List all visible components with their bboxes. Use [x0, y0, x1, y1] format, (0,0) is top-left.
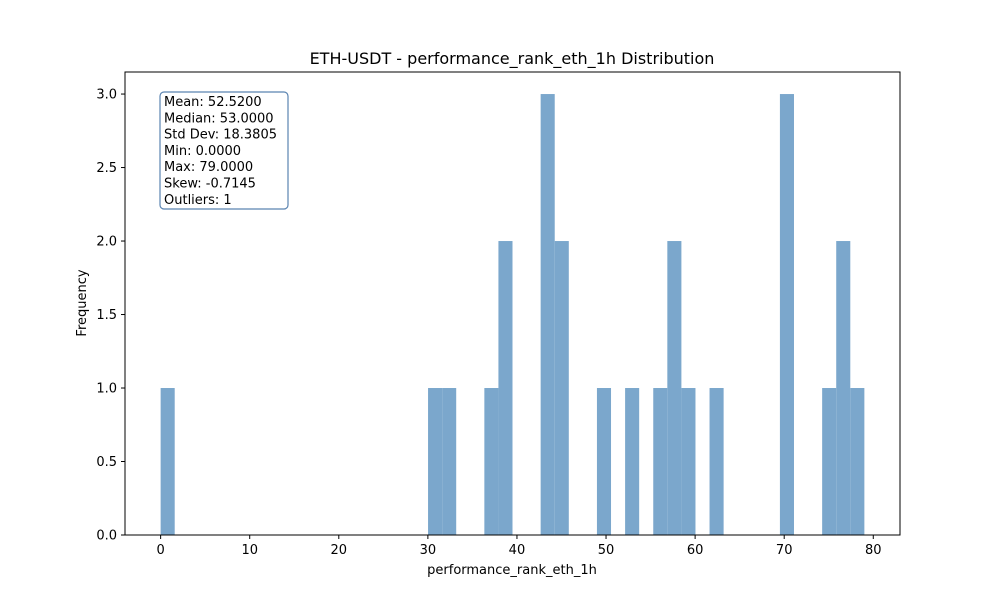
plot-frame [124, 71, 901, 536]
stats-box-border [159, 91, 289, 210]
bars-group [160, 94, 865, 536]
y-tick-label: 1.0 [96, 382, 117, 397]
histogram-bar [554, 241, 569, 536]
histogram-bar [779, 94, 794, 536]
stats-line: Max: 79.0000 [164, 160, 253, 175]
x-axis-label: performance_rank_eth_1h [427, 563, 597, 578]
x-tick-label: 70 [776, 543, 793, 558]
histogram-bar [667, 241, 682, 536]
x-tick-label: 50 [598, 543, 615, 558]
y-axis-label: Frequency [75, 269, 90, 336]
histogram-bar [498, 241, 513, 536]
histogram-bar [540, 94, 555, 536]
stats-line: Std Dev: 18.3805 [164, 128, 277, 143]
y-tick-label: 0.0 [96, 529, 117, 544]
x-tick-label: 10 [241, 543, 258, 558]
histogram-bar [850, 388, 865, 535]
histogram-bar [484, 388, 499, 535]
histogram-bar [709, 388, 724, 535]
x-axis: 0 10 20 30 40 50 60 70 80 [156, 535, 882, 558]
y-tick-label: 2.5 [96, 161, 117, 176]
y-tick-label: 0.5 [96, 455, 117, 470]
stats-line: Min: 0.0000 [164, 144, 241, 159]
histogram-bar [442, 388, 457, 535]
x-tick-label: 0 [156, 543, 164, 558]
stats-line: Skew: -0.7145 [164, 177, 256, 192]
histogram-bar [653, 388, 668, 535]
y-tick-label: 2.0 [96, 235, 117, 250]
x-tick-label: 30 [420, 543, 437, 558]
stats-line: Mean: 52.5200 [164, 95, 262, 110]
histogram-bar [428, 388, 443, 535]
y-tick-label: 3.0 [96, 88, 117, 103]
x-tick-label: 40 [509, 543, 526, 558]
stats-line: Median: 53.0000 [164, 111, 274, 126]
y-tick-label: 1.5 [96, 308, 117, 323]
stats-line: Outliers: 1 [164, 193, 232, 208]
y-axis: 0.0 0.5 1.0 1.5 2.0 2.5 3.0 [96, 88, 125, 544]
histogram-bar [681, 388, 696, 535]
histogram-bar [836, 241, 851, 536]
x-tick-label: 80 [865, 543, 882, 558]
x-tick-label: 60 [687, 543, 704, 558]
histogram-bar [625, 388, 640, 535]
histogram-bar [596, 388, 612, 535]
chart-title: ETH-USDT - performance_rank_eth_1h Distr… [310, 49, 715, 69]
histogram-bar [822, 388, 837, 535]
x-tick-label: 20 [331, 543, 348, 558]
histogram-bar [160, 388, 175, 535]
